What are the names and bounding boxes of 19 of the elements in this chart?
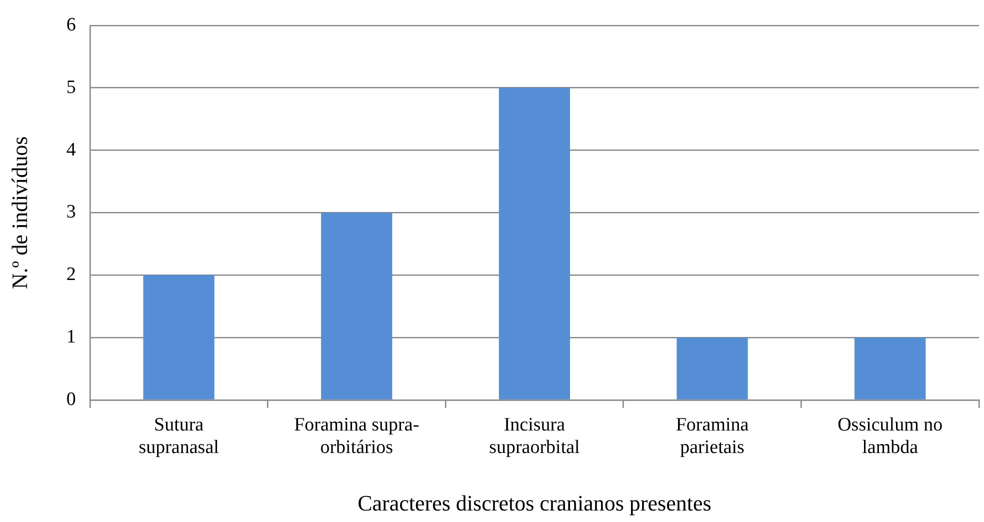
x-tick-label: Incisura supraorbital xyxy=(489,414,580,458)
x-tick-label: Ossiculum no lambda xyxy=(838,414,943,458)
y-tick-label: 0 xyxy=(66,388,76,410)
y-tick-label: 4 xyxy=(66,139,76,160)
x-tick-label: Foramina supra-orbitários xyxy=(294,414,420,458)
bar xyxy=(676,338,748,400)
bar xyxy=(321,212,392,400)
bar xyxy=(143,275,214,400)
y-tick-label: 2 xyxy=(66,264,76,286)
x-tick-label: Foramina parietais xyxy=(676,414,750,458)
bar xyxy=(854,338,926,400)
y-tick-label: 6 xyxy=(66,14,76,36)
y-tick-label: 5 xyxy=(66,76,76,98)
x-tick-label: Sutura supranasal xyxy=(138,414,219,458)
bar xyxy=(498,88,570,400)
y-tick-label: 1 xyxy=(66,326,76,348)
y-tick-label: 3 xyxy=(66,202,76,223)
y-axis-title: N.º de indivíduos xyxy=(6,136,32,290)
x-axis-title: Caracteres discretos cranianos presentes xyxy=(358,490,712,516)
